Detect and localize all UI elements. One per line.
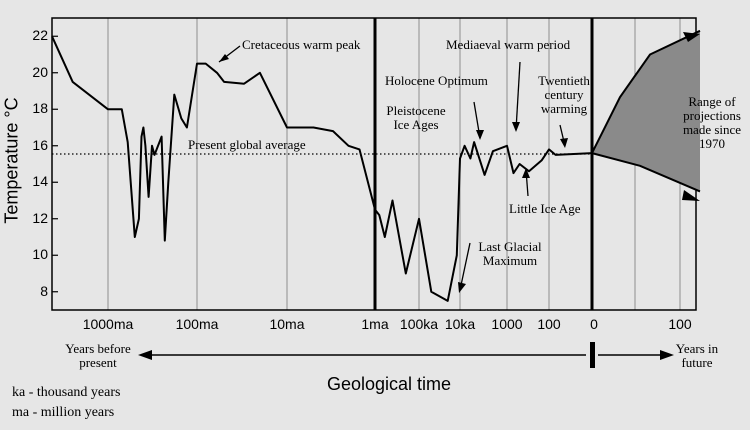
y-tick-label: 8 <box>40 282 48 299</box>
lgm-arrow <box>459 242 471 291</box>
future-line-2: future <box>681 355 713 370</box>
projection-upper-line <box>591 29 701 154</box>
ybp-line-1: Years before <box>65 341 131 356</box>
x-tick-label: 10ma <box>269 316 305 332</box>
projection-range-area <box>592 30 700 192</box>
twentieth-line-3: warming <box>540 101 588 116</box>
years-before-arrowhead <box>138 350 152 360</box>
y-tick-label: 10 <box>32 246 48 263</box>
range-line-3: made since <box>682 122 742 137</box>
twentieth-line-2: century <box>544 87 584 102</box>
y-ticks <box>52 35 58 293</box>
legend-ma: ma - million years <box>12 405 115 420</box>
x-tick-label: 100 <box>668 316 692 332</box>
legend-ka: ka - thousand years <box>12 385 121 400</box>
x-axis-label: Geological time <box>327 374 452 394</box>
years-before-present-label: Years before present <box>56 342 140 370</box>
annotation-arrowheads <box>219 54 568 293</box>
pleistocene-line-1: Pleistocene <box>386 103 446 118</box>
annotation-mediaeval: Mediaeval warm period <box>446 37 571 52</box>
annotation-twentieth: Twentieth century warming <box>526 74 602 116</box>
annotation-lgm: Last Glacial Maximum <box>470 240 550 268</box>
x-tick-label: 1000 <box>491 316 523 332</box>
years-future-arrowhead <box>660 350 674 360</box>
x-tick-label: 100ka <box>399 316 439 332</box>
x-tick-label: 0 <box>590 316 598 332</box>
gridlines <box>107 18 681 310</box>
temperature-series-line <box>51 35 593 302</box>
range-line-2: projections <box>683 108 741 123</box>
x-tick-label: 100ma <box>175 316 219 332</box>
y-axis-label: Temperature °C <box>1 97 22 224</box>
range-line-4: 1970 <box>699 136 725 151</box>
annotation-projection-range: Range of projections made since 1970 <box>672 95 750 151</box>
mediaeval-arrowhead <box>512 122 520 132</box>
y-tick-label: 18 <box>32 100 48 117</box>
projection-lower-line <box>591 152 701 193</box>
cretaceous-arrowhead <box>219 54 229 62</box>
future-line-1: Years in <box>675 341 719 356</box>
years-in-future-label: Years in future <box>662 342 732 370</box>
mediaeval-arrow <box>515 61 521 131</box>
annotation-pleistocene: Pleistocene Ice Ages <box>382 104 450 132</box>
y-tick-label: 22 <box>32 27 48 44</box>
projection-lower-arrowhead <box>682 190 700 201</box>
range-line-1: Range of <box>688 94 736 109</box>
annotation-holocene: Holocene Optimum <box>385 73 488 88</box>
lgm-line-1: Last Glacial <box>478 239 542 254</box>
little-ice-arrowhead <box>522 168 530 178</box>
pleistocene-line-2: Ice Ages <box>393 117 439 132</box>
x-tick-label: 1000ma <box>82 316 134 332</box>
x-tick-label: 100 <box>537 316 561 332</box>
present-marker <box>590 342 595 368</box>
twentieth-arrowhead <box>560 138 568 148</box>
y-tick-label: 16 <box>32 136 48 153</box>
twentieth-line-1: Twentieth <box>538 73 590 88</box>
projection-upper-arrowhead <box>683 32 700 42</box>
lgm-line-2: Maximum <box>482 253 538 268</box>
annotation-little-ice-age: Little Ice Age <box>509 201 581 216</box>
x-tick-label: 1ma <box>361 316 389 332</box>
y-tick-label: 14 <box>32 173 48 190</box>
x-tick-label: 10ka <box>444 316 476 332</box>
y-tick-label: 20 <box>32 63 48 80</box>
annotation-cretaceous: Cretaceous warm peak <box>242 37 361 52</box>
y-tick-label: 12 <box>32 209 48 226</box>
ybp-line-2: present <box>79 355 117 370</box>
annotation-present-average: Present global average <box>188 137 306 152</box>
holocene-arrowhead <box>476 130 484 140</box>
lgm-arrowhead <box>458 282 466 293</box>
